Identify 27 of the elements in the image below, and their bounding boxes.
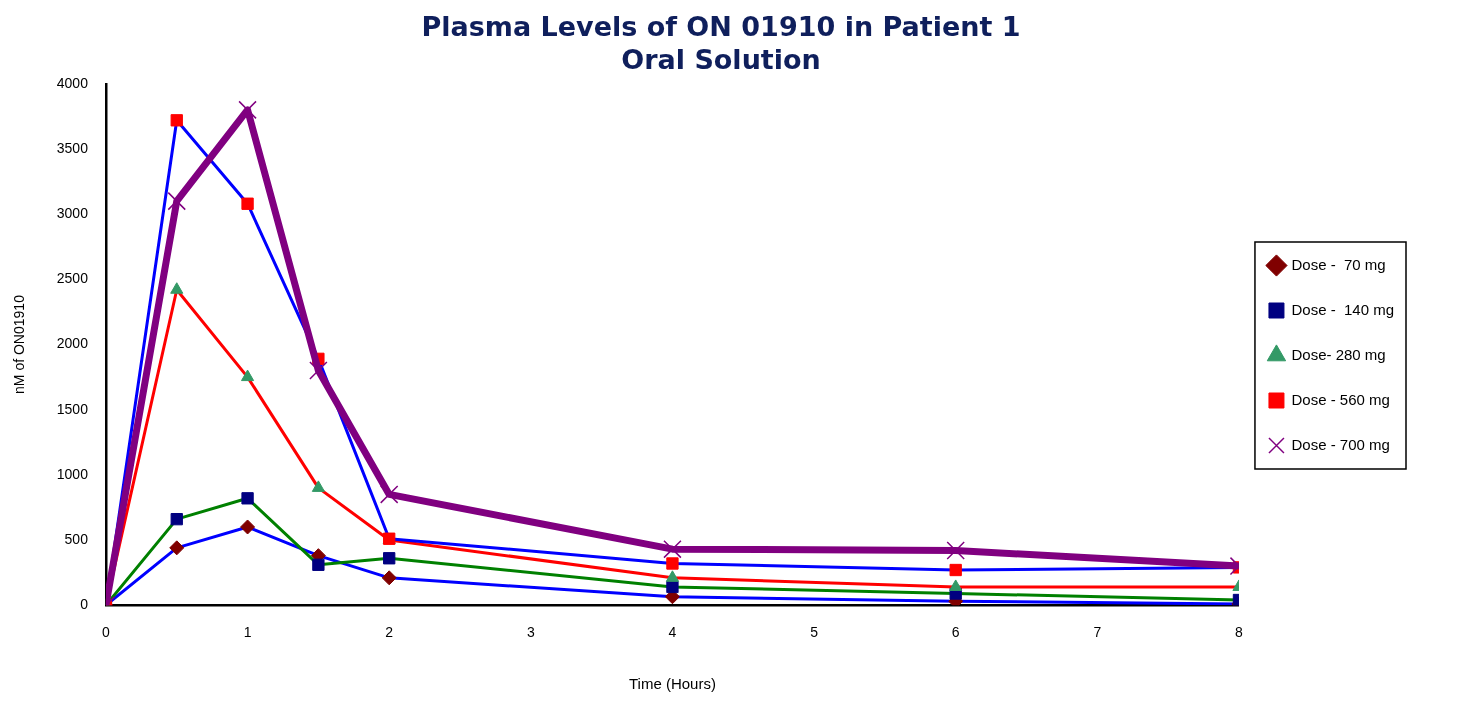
x-tick-label: 0 [102,624,111,641]
text: Oral Solution [621,43,821,75]
x-tick-label: 6 [951,624,960,641]
legend-label: Dose - 70 mg [1291,255,1386,273]
y-tick-label: 3000 [56,205,89,222]
x-axis-title: Time (Hours) [628,675,716,693]
y-tick-label: 500 [64,530,89,547]
legend-label: Dose- 280 mg [1291,345,1386,363]
text: Plasma Levels of ON 01910 in Patient 1 [421,11,1021,43]
legend-label: Dose - 700 mg [1291,435,1390,453]
y-tick-label: 1000 [56,465,89,482]
legend-label: Dose - 140 mg [1291,300,1394,318]
x-tick-label: 2 [385,624,394,641]
x-tick-label: 1 [243,624,252,641]
y-tick-label: 2000 [56,335,89,352]
x-tick-label: 3 [526,624,535,641]
y-tick-label: 3500 [56,139,89,156]
y-tick-label: 1500 [56,400,89,417]
x-tick-label: 8 [1235,624,1244,641]
x-tick-label: 4 [668,624,677,641]
y-tick-label: 0 [80,596,89,613]
x-tick-label: 5 [810,624,819,641]
y-tick-label: 2500 [56,270,89,287]
legend-label: Dose - 560 mg [1291,390,1390,408]
y-tick-label: 4000 [56,74,89,91]
x-tick-label: 7 [1093,624,1102,641]
y-axis-title: nM of ON01910 [11,294,28,394]
